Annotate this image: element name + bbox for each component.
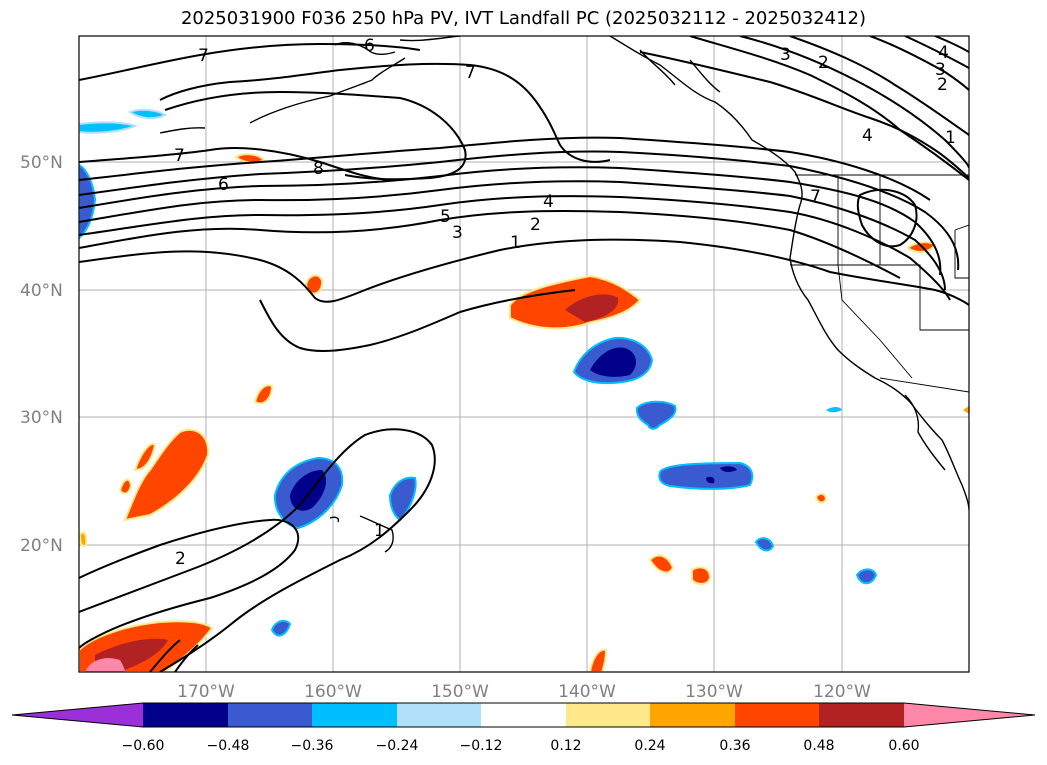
colorbar-outline [11, 702, 1036, 728]
lon-label-170w: 170°W [177, 682, 235, 702]
positive-ivt-regions [79, 153, 969, 672]
pv-contours [79, 36, 969, 672]
colorbar-tick-label: −0.24 [376, 738, 419, 754]
colorbar-segment [650, 703, 735, 727]
lon-label-160w: 160°W [304, 682, 362, 702]
latitude-labels: 50°N 40°N 30°N 20°N [20, 153, 63, 556]
contour-label: 6 [364, 36, 375, 56]
contour-label: 4 [543, 192, 554, 212]
lon-label-130w: 130°W [685, 682, 743, 702]
lon-label-150w: 150°W [431, 682, 489, 702]
lat-label-50n: 50°N [20, 153, 63, 173]
contour-label: 2 [937, 75, 948, 95]
contour-label: 7 [198, 46, 209, 66]
contour-label: 1 [945, 128, 956, 148]
contour-label: 5 [440, 207, 451, 227]
contour-label: 7 [174, 146, 185, 166]
colorbar: −0.60 −0.48 −0.36 −0.24 −0.12 0.12 0.24 … [11, 702, 1036, 754]
lat-label-20n: 20°N [20, 536, 63, 556]
contour-label: 3 [780, 45, 791, 65]
contour-label: 4 [938, 43, 949, 63]
lon-label-120w: 120°W [813, 682, 871, 702]
contour-label: 2 [530, 215, 541, 235]
contour-label: 7 [810, 187, 821, 207]
lat-label-40n: 40°N [20, 281, 63, 301]
colorbar-tick-label: 0.36 [719, 738, 750, 754]
contour-label: 7 [465, 63, 476, 83]
colorbar-labels: −0.60 −0.48 −0.36 −0.24 −0.12 0.12 0.24 … [122, 738, 920, 754]
longitude-labels: 170°W 160°W 150°W 140°W 130°W 120°W [177, 682, 871, 702]
colorbar-segment [228, 703, 312, 727]
map-frame [78, 35, 970, 673]
colorbar-extension-min [12, 703, 143, 727]
lon-label-140w: 140°W [558, 682, 616, 702]
pv-contour-labels: 7 6 7 7 8 6 5 4 3 2 1 3 2 4 3 2 1 4 7 2 … [174, 36, 956, 569]
lat-label-30n: 30°N [20, 408, 63, 428]
colorbar-tick-label: 0.24 [634, 738, 665, 754]
contour-label: 3 [452, 223, 463, 243]
contour-label: 4 [862, 126, 873, 146]
colorbar-segment [735, 703, 819, 727]
colorbar-tick-label: −0.48 [207, 738, 250, 754]
colorbar-segments [11, 702, 1036, 728]
contour-label: 2 [818, 53, 829, 73]
map-background [79, 36, 969, 672]
colorbar-extension-max [904, 703, 1035, 727]
colorbar-tick-label: 0.60 [888, 738, 919, 754]
colorbar-segment [312, 703, 397, 727]
contour-label: 3 [935, 60, 946, 80]
colorbar-tick-label: −0.60 [122, 738, 165, 754]
colorbar-tick-label: −0.12 [460, 738, 503, 754]
colorbar-segment [143, 703, 228, 727]
contour-label: 8 [313, 159, 324, 179]
contour-label: 2 [175, 549, 186, 569]
colorbar-tick-label: −0.36 [291, 738, 334, 754]
contour-label: 1 [374, 521, 385, 541]
map-title: 2025031900 F036 250 hPa PV, IVT Landfall… [180, 8, 867, 29]
colorbar-tick-label: 0.12 [550, 738, 581, 754]
colorbar-tick-label: 0.48 [803, 738, 834, 754]
contour-label: 6 [218, 175, 229, 195]
contour-label: 1 [510, 233, 521, 253]
colorbar-segment [481, 703, 566, 727]
colorbar-segment [397, 703, 481, 727]
colorbar-segment [819, 703, 904, 727]
colorbar-segment [566, 703, 650, 727]
